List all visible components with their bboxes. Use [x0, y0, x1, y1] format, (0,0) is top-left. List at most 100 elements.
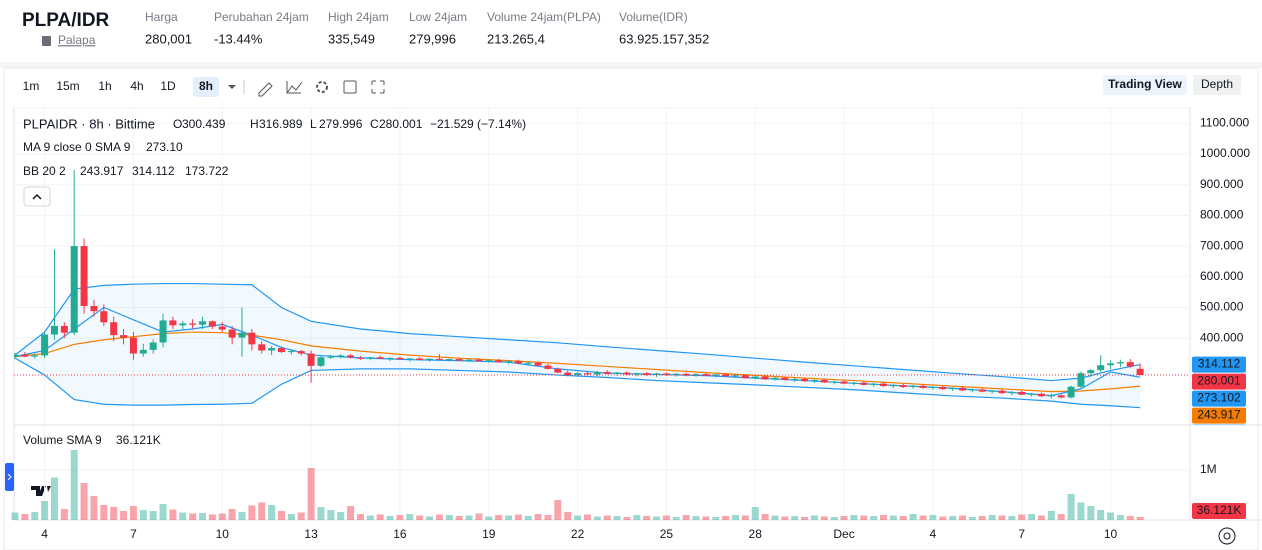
candle-body [731, 375, 739, 377]
price-box-label: 243.917 [1197, 408, 1241, 422]
fullscreen-icon[interactable] [371, 80, 385, 94]
candle-body [218, 326, 226, 330]
x-tick-label: 25 [660, 527, 674, 541]
candle-body [1107, 363, 1115, 366]
candle-body [514, 361, 522, 364]
book-icon [42, 36, 51, 46]
interval[interactable]: 1D [160, 79, 176, 93]
candle-body [643, 373, 651, 376]
volume-bar [564, 512, 572, 520]
candle-body [564, 372, 572, 376]
candle-body [307, 353, 315, 366]
view-button[interactable]: Depth [1201, 77, 1233, 91]
save-icon[interactable] [343, 80, 357, 94]
view-button[interactable]: Trading View [1108, 77, 1182, 91]
price-box [1192, 390, 1246, 407]
pair-title: PLPA/IDR [22, 10, 110, 31]
candle-body [60, 325, 68, 333]
side-toggle[interactable] [5, 463, 14, 491]
volume-bar [208, 514, 216, 520]
y-tick-label: 900.000 [1200, 177, 1244, 191]
candle-body [169, 320, 177, 326]
candle-body [149, 342, 157, 350]
active-bg [193, 77, 219, 97]
candle-body [50, 325, 58, 335]
candle-body [90, 305, 98, 312]
volume-bar [820, 516, 828, 520]
coin-link[interactable]: Palapa [58, 33, 96, 47]
interval[interactable]: 4h [130, 79, 143, 93]
volume-bar [1037, 515, 1045, 520]
volume-bar [514, 514, 522, 520]
volume-bar [781, 516, 789, 520]
layer: 314.112 280.001 273.102 243.917 173.722 [1192, 356, 1246, 425]
volume-bar [159, 504, 167, 520]
candle-body [692, 374, 700, 376]
candle-body [889, 385, 897, 387]
volume-bar [1107, 512, 1115, 520]
volume-bar [356, 514, 364, 520]
interval[interactable]: 1h [98, 79, 111, 93]
stat-label: Low 24jam [409, 10, 467, 24]
settings-circle[interactable] [1218, 527, 1236, 545]
settings-dot [1223, 532, 1231, 540]
stat-value: 280,001 [145, 31, 192, 46]
candle-body [1028, 393, 1036, 395]
price-box [1192, 373, 1246, 390]
stat-label: Perubahan 24jam [214, 10, 309, 24]
candle-body [899, 385, 907, 388]
ohlc-letter: O [173, 117, 182, 131]
indicator-icon[interactable] [286, 81, 303, 94]
draw-icon[interactable] [258, 82, 273, 97]
candle-body [761, 376, 769, 380]
candle-body [435, 358, 443, 360]
volume-bar [1097, 510, 1105, 520]
volume-bar [544, 515, 552, 520]
candle-body [14, 354, 19, 357]
volume-bar [465, 515, 473, 520]
volume-bar [169, 509, 177, 520]
candle-body [939, 387, 947, 390]
settings-icon[interactable] [316, 81, 328, 93]
volume-bar [751, 507, 759, 520]
volume-bar [840, 516, 848, 520]
collapse-button[interactable] [23, 186, 51, 207]
volume-bar [435, 514, 443, 520]
volume-bar [702, 516, 710, 520]
volume-bar [949, 516, 957, 520]
volume-bar [722, 516, 730, 520]
volume-bar [1136, 517, 1144, 520]
candle-body [179, 323, 187, 326]
volume-bar [80, 483, 88, 520]
candle-body [129, 337, 137, 354]
legend-symbol: PLPAIDR · 8h · Bittime [23, 116, 155, 131]
interval[interactable]: 15m [56, 79, 79, 93]
candle-body [958, 387, 966, 391]
volume-bar [919, 515, 927, 520]
x-tick-label: 10 [1104, 527, 1118, 541]
volume-bar [1018, 514, 1026, 520]
candle-body [347, 355, 355, 358]
tv-logo [31, 486, 51, 496]
candle-body [810, 379, 818, 382]
x-tick-label: Dec [833, 527, 854, 541]
ohlc-letter: H [250, 117, 259, 131]
y-tick-label: 800.000 [1200, 208, 1244, 222]
interval[interactable]: 8h [199, 79, 213, 93]
stat-value: 63.925.157,352 [619, 31, 709, 46]
volume-bar [337, 512, 345, 520]
price-box [1192, 356, 1246, 373]
gap [0, 62, 1262, 68]
interval[interactable]: 1m [23, 79, 40, 93]
caret[interactable] [228, 85, 236, 89]
volume-bar [771, 515, 779, 520]
stat-value: 279,996 [409, 31, 456, 46]
candle-body [574, 373, 582, 376]
y-tick-label: 1100.000 [1200, 115, 1249, 129]
x-tick-label: 16 [393, 527, 407, 541]
candle-body [820, 379, 828, 383]
volume-bar [238, 512, 246, 520]
volume-bar [485, 516, 493, 520]
ma-value: 273.10 [146, 140, 183, 154]
